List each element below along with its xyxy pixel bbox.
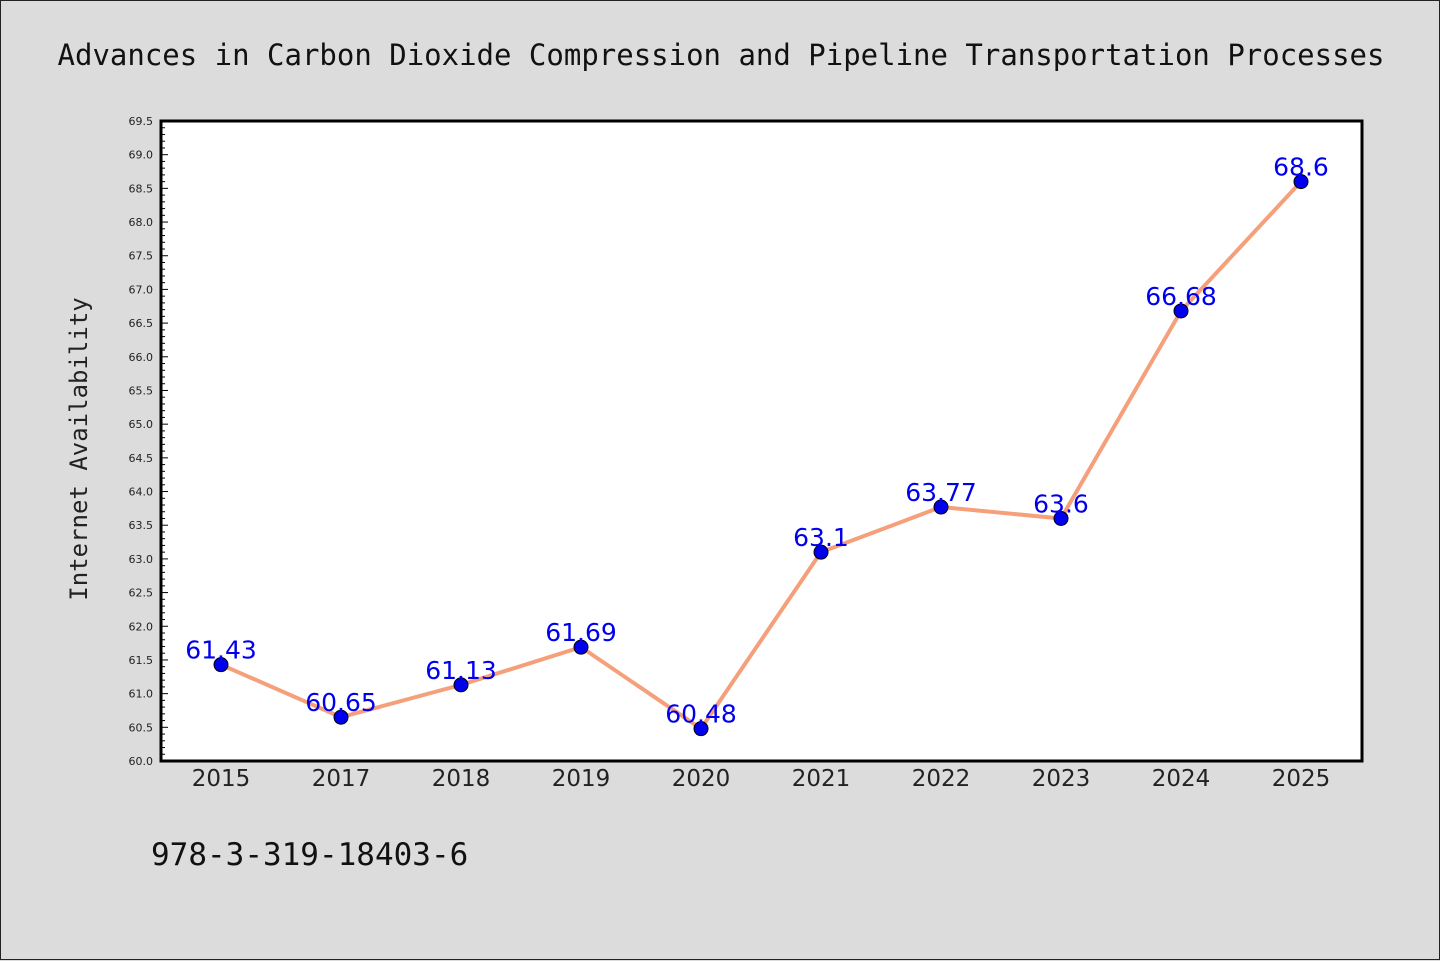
data-label: 61.13 [425, 656, 497, 685]
x-tick-label: 2015 [192, 766, 251, 792]
y-tick-label: 60.0 [129, 755, 154, 768]
x-tick-label: 2023 [1032, 766, 1091, 792]
data-point [213, 657, 229, 673]
series-layer [213, 174, 1309, 737]
data-label: 60.65 [305, 688, 377, 717]
y-tick-label: 65.0 [129, 418, 154, 431]
data-point [573, 639, 589, 655]
data-point [693, 721, 709, 737]
y-tick-label: 61.5 [129, 654, 154, 667]
x-tick-label: 2020 [672, 766, 731, 792]
y-tick-label: 69.5 [129, 115, 154, 128]
x-axis-ticks: 2015 2017 2018 2019 2020 2021 2022 2023 2024 2025 [192, 766, 1331, 792]
y-tick-label: 60.5 [129, 721, 154, 734]
plot-area [161, 121, 1362, 761]
y-tick-label: 63.0 [129, 553, 154, 566]
y-tick-label: 68.0 [129, 216, 154, 229]
y-tick-label: 61.0 [129, 688, 154, 701]
y-tick-label: 66.0 [129, 351, 154, 364]
x-tick-label: 2019 [552, 766, 611, 792]
y-tick-label: 62.5 [129, 587, 154, 600]
y-tick-label: 64.0 [129, 486, 154, 499]
data-point [813, 544, 829, 560]
y-tick-label: 65.5 [129, 384, 154, 397]
isbn-text: 978-3-319-18403-6 [151, 837, 468, 873]
data-label: 63.6 [1033, 489, 1089, 518]
chart-title: Advances in Carbon Dioxide Compression a… [58, 38, 1385, 72]
x-tick-label: 2024 [1152, 766, 1211, 792]
data-point [1053, 510, 1069, 526]
y-tick-label: 64.5 [129, 452, 154, 465]
data-labels: 61.43 60.65 61.13 61.69 60.48 63.1 63.77 63.6 66… [185, 153, 1329, 729]
data-label: 61.69 [545, 618, 617, 647]
data-point [333, 709, 349, 725]
y-axis-label: Internet Availability [65, 297, 93, 600]
x-tick-label: 2021 [792, 766, 851, 792]
data-point [1293, 174, 1309, 190]
y-tick-label: 68.5 [129, 182, 154, 195]
y-tick-label: 67.0 [129, 283, 154, 296]
x-tick-label: 2018 [432, 766, 491, 792]
data-label: 68.6 [1273, 153, 1329, 182]
y-tick-label: 63.5 [129, 519, 154, 532]
y-tick-label: 69.0 [129, 149, 154, 162]
series-line [220, 180, 1303, 731]
y-tick-label: 67.5 [129, 250, 154, 263]
x-tick-label: 2025 [1272, 766, 1331, 792]
x-tick-label: 2022 [912, 766, 971, 792]
x-tick-label: 2017 [312, 766, 371, 792]
data-label: 66.68 [1145, 282, 1217, 311]
data-point [1173, 303, 1189, 319]
data-point [453, 677, 469, 693]
data-label: 61.43 [185, 636, 257, 665]
data-label: 63.1 [793, 523, 849, 552]
data-label: 63.77 [905, 478, 977, 507]
y-tick-label: 66.5 [129, 317, 154, 330]
data-label: 60.48 [665, 700, 737, 729]
plot-border [159, 119, 1364, 763]
data-point [933, 499, 949, 515]
y-tick-label: 62.0 [129, 620, 154, 633]
